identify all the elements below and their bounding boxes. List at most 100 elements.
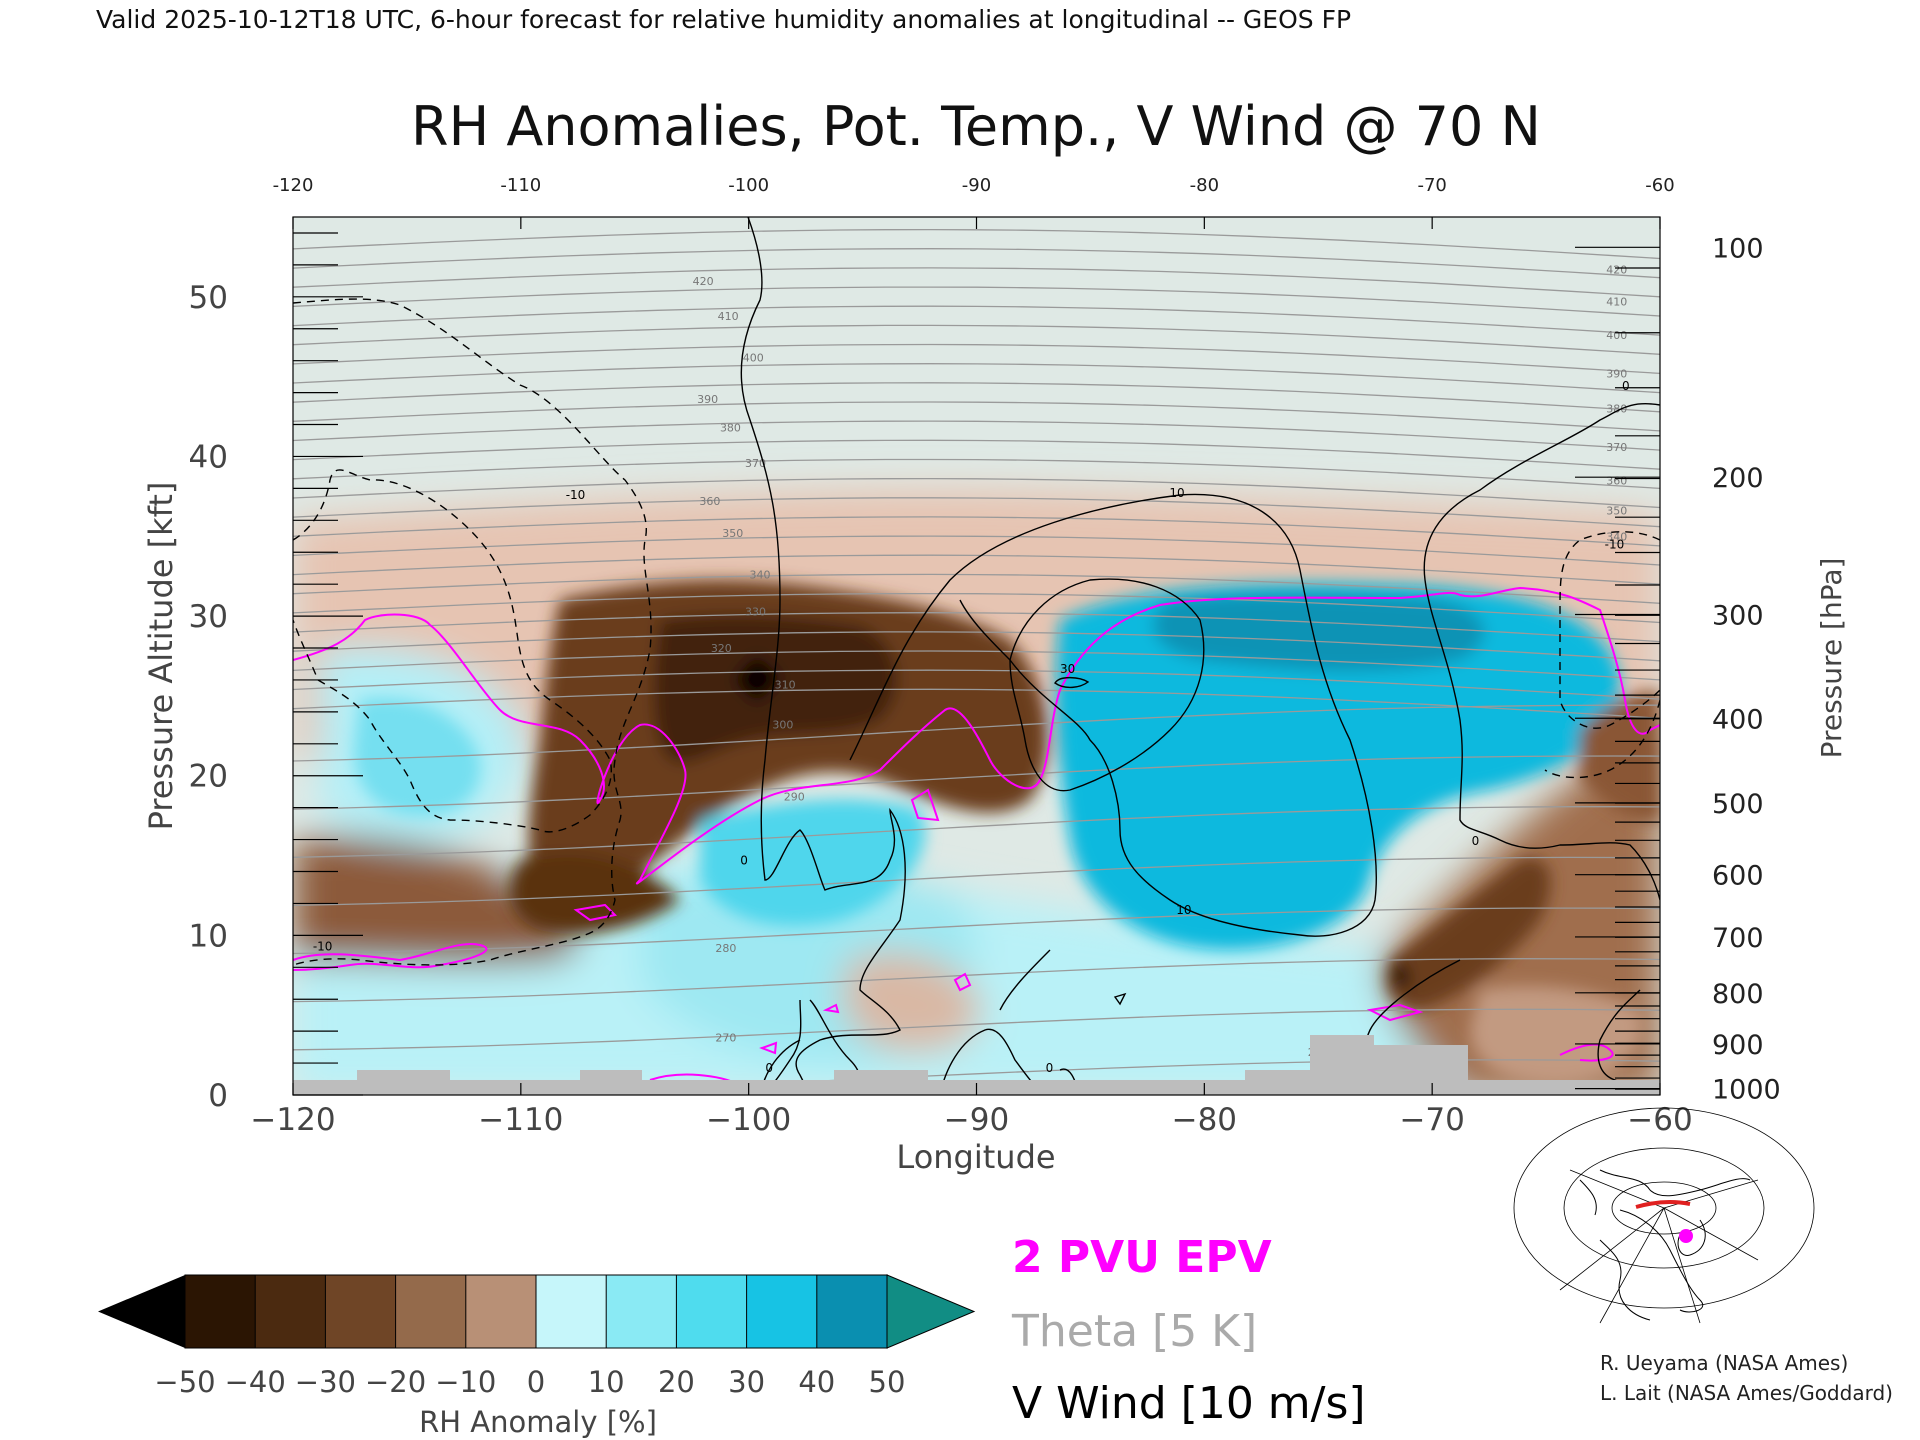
x-tick-label: −80 bbox=[1172, 1102, 1237, 1138]
colorbar-over-arrow bbox=[886, 1274, 976, 1349]
vwind-label: 0 bbox=[740, 853, 748, 867]
vwind-contour-thirty bbox=[1009, 578, 1205, 792]
theta-contour bbox=[293, 631, 1660, 662]
theta-contour bbox=[293, 650, 1660, 681]
vwind-label: 10 bbox=[1169, 486, 1184, 500]
vwind-contour-neg10-west bbox=[293, 298, 652, 966]
top-tick-label: -100 bbox=[728, 175, 769, 196]
topo-block bbox=[357, 1070, 450, 1095]
colorbar-tick-label: 50 bbox=[869, 1365, 906, 1399]
theta-contour bbox=[293, 248, 1660, 279]
x-axis-label: Longitude bbox=[896, 1138, 1055, 1176]
theta-label: 360 bbox=[699, 495, 720, 508]
theta-contour bbox=[293, 382, 1660, 413]
colorbar-cell bbox=[324, 1274, 397, 1349]
colorbar-under-arrow bbox=[98, 1275, 185, 1348]
y-tick-label: 40 bbox=[189, 439, 228, 475]
theta-label: 320 bbox=[711, 642, 732, 655]
topo-block bbox=[1374, 1045, 1468, 1095]
map-parallel bbox=[1513, 1107, 1815, 1309]
x-tick-label: −110 bbox=[478, 1102, 563, 1138]
x-tick-label: −60 bbox=[1627, 1102, 1692, 1138]
pressure-tick-label: 500 bbox=[1712, 789, 1764, 820]
map-coastline bbox=[1599, 1169, 1751, 1197]
theta-label: 310 bbox=[775, 679, 796, 692]
left-minor-ticks bbox=[293, 232, 363, 1096]
theta-label: 340 bbox=[1606, 530, 1627, 543]
theta-contour bbox=[293, 343, 1660, 375]
theta-label: 370 bbox=[1606, 441, 1627, 454]
map-parallel bbox=[1563, 1147, 1765, 1269]
epv-contour-tropopause bbox=[293, 586, 1660, 885]
theta-label: 360 bbox=[1606, 474, 1627, 487]
vwind-label: 30 bbox=[1060, 662, 1075, 676]
vwind-label: 0 bbox=[1622, 379, 1630, 393]
pressure-tick-labels: 100 200 300 400 500 600 700 800 900 1000 bbox=[1712, 233, 1781, 1105]
epv-contour-small-loop-d bbox=[759, 1041, 778, 1055]
theta-contour bbox=[293, 704, 1660, 762]
topo-block bbox=[580, 1070, 642, 1095]
theta-contour bbox=[293, 1008, 1660, 1051]
theta-label: 270 bbox=[715, 1032, 736, 1045]
colorbar-tick-label: −40 bbox=[225, 1365, 286, 1399]
theta-contour bbox=[293, 573, 1660, 604]
theta-label: 290 bbox=[784, 790, 805, 803]
vwind-contour-ten-east bbox=[849, 493, 1377, 937]
theta-label: 330 bbox=[745, 605, 766, 618]
colorbar: −50 −40 −30 −20 −10 0 10 20 30 40 50 RH Anomaly [%… bbox=[98, 1274, 976, 1439]
vwind-contour-thirty-spot bbox=[1054, 676, 1090, 689]
pressure-tick-label: 300 bbox=[1712, 600, 1764, 631]
vwind-contour-neg10-west-loop bbox=[293, 469, 612, 833]
vwind-contour-labels: -10 10 30 10 0 0 0 0 0 -10 -10 bbox=[313, 379, 1630, 1075]
map-parallel bbox=[1611, 1181, 1717, 1235]
theta-label: 380 bbox=[720, 422, 741, 435]
theta-contour bbox=[293, 305, 1660, 336]
theta-label: 280 bbox=[715, 942, 736, 955]
legend-vwind: V Wind [10 m/s] bbox=[1012, 1378, 1366, 1429]
rh-region-lowlevel-dry-spot bbox=[842, 952, 982, 1053]
theta-contours bbox=[293, 228, 1660, 1095]
theta-label: 390 bbox=[1606, 367, 1627, 380]
y-axis-label-right: Pressure [hPa] bbox=[1815, 558, 1848, 759]
epv-contour-small-loop-b bbox=[910, 788, 940, 822]
vwind-label: 0 bbox=[1472, 834, 1480, 848]
map-cross-section-line bbox=[1635, 1200, 1691, 1209]
plot-area: 2702702802903003103203303403503603703803… bbox=[293, 217, 1660, 1095]
x-tick-label: −90 bbox=[944, 1102, 1009, 1138]
x-axis-ticks bbox=[292, 217, 1661, 1095]
top-tick-label: -90 bbox=[962, 175, 991, 196]
vwind-label: 0 bbox=[1046, 1061, 1054, 1075]
theta-contour bbox=[293, 401, 1660, 432]
theta-contour bbox=[293, 458, 1660, 490]
map-coastline bbox=[1579, 1179, 1597, 1216]
colorbar-tick-label: 0 bbox=[527, 1365, 545, 1399]
valid-line: Valid 2025-10-12T18 UTC, 6-hour forecast… bbox=[96, 5, 1351, 34]
theta-label: 300 bbox=[772, 719, 793, 732]
vwind-contour-zero-extra2 bbox=[999, 949, 1051, 1011]
top-tick-label: -120 bbox=[273, 175, 314, 196]
colorbar-cell bbox=[465, 1274, 537, 1349]
colorbar-cell bbox=[746, 1274, 818, 1349]
colorbar-cell bbox=[605, 1274, 678, 1349]
theta-label: 420 bbox=[693, 275, 714, 288]
colorbar-tick-label: −20 bbox=[365, 1365, 426, 1399]
vwind-label: -10 bbox=[566, 488, 586, 502]
theta-label: 340 bbox=[750, 569, 771, 582]
y-tick-label: 30 bbox=[189, 599, 228, 635]
chart-title: RH Anomalies, Pot. Temp., V Wind @ 70 N bbox=[411, 95, 1541, 158]
colorbar-cell bbox=[535, 1274, 608, 1349]
topo-block bbox=[1245, 1070, 1310, 1095]
colorbar-tick-label: −50 bbox=[154, 1365, 215, 1399]
pressure-tick-label: 900 bbox=[1712, 1030, 1764, 1061]
credit-line-1: R. Ueyama (NASA Ames) bbox=[1600, 1351, 1848, 1375]
y-tick-label: 0 bbox=[208, 1078, 228, 1114]
theta-contour bbox=[293, 535, 1660, 566]
theta-contour bbox=[293, 806, 1660, 858]
theta-label: 400 bbox=[1606, 329, 1627, 342]
topo-block bbox=[1310, 1035, 1374, 1095]
colorbar-tick-labels: −50 −40 −30 −20 −10 0 10 20 30 40 50 bbox=[154, 1365, 905, 1399]
theta-contour bbox=[293, 363, 1660, 394]
map-location-marker bbox=[1679, 1229, 1693, 1243]
vwind-contour-zero-east bbox=[1423, 403, 1660, 901]
right-minor-ticks bbox=[1575, 246, 1660, 1090]
